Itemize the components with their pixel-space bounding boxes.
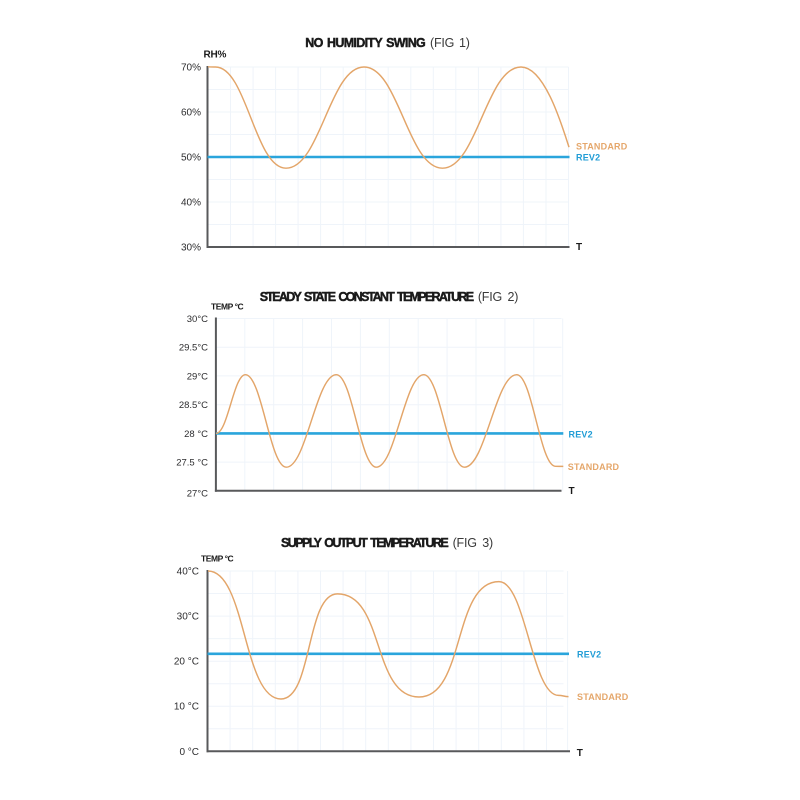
svg-text:70%: 70% — [181, 63, 201, 74]
svg-text:29.5°C: 29.5°C — [179, 343, 208, 354]
svg-text:TEMP °C: TEMP °C — [201, 554, 234, 564]
svg-text:SUPPLY OUTPUT TEMPERATURE (FIG: SUPPLY OUTPUT TEMPERATURE (FIG 3) — [281, 536, 493, 550]
svg-text:27°C: 27°C — [187, 489, 208, 500]
svg-text:30%: 30% — [181, 243, 201, 254]
svg-text:T: T — [569, 486, 575, 497]
svg-text:20 °C: 20 °C — [174, 657, 199, 668]
svg-text:60%: 60% — [181, 108, 201, 119]
svg-text:30°C: 30°C — [177, 612, 199, 623]
svg-text:27.5 °C: 27.5 °C — [176, 458, 208, 469]
svg-text:28.5°C: 28.5°C — [179, 400, 208, 411]
svg-text:50%: 50% — [181, 153, 201, 164]
svg-text:0 °C: 0 °C — [179, 747, 199, 758]
svg-text:10 °C: 10 °C — [174, 702, 199, 713]
svg-text:40°C: 40°C — [177, 567, 199, 578]
svg-text:REV2: REV2 — [576, 153, 600, 163]
svg-text:30°C: 30°C — [187, 314, 208, 325]
svg-text:29°C: 29°C — [187, 371, 208, 382]
svg-text:REV2: REV2 — [577, 649, 601, 659]
svg-text:40%: 40% — [181, 198, 201, 209]
svg-text:T: T — [576, 242, 582, 253]
svg-text:STANDARD: STANDARD — [568, 462, 620, 472]
svg-text:RH%: RH% — [204, 50, 227, 61]
svg-text:28 °C: 28 °C — [184, 429, 208, 440]
svg-text:STEADY STATE CONSTANT TEMPERAT: STEADY STATE CONSTANT TEMPERATURE (FIG 2… — [260, 290, 518, 304]
svg-text:STANDARD: STANDARD — [576, 142, 628, 152]
svg-text:TEMP °C: TEMP °C — [211, 302, 244, 312]
svg-text:STANDARD: STANDARD — [577, 692, 629, 702]
svg-text:T: T — [577, 748, 583, 759]
svg-text:REV2: REV2 — [569, 430, 593, 440]
svg-text:NO HUMIDITY SWING (FIG 1): NO HUMIDITY SWING (FIG 1) — [305, 36, 470, 50]
